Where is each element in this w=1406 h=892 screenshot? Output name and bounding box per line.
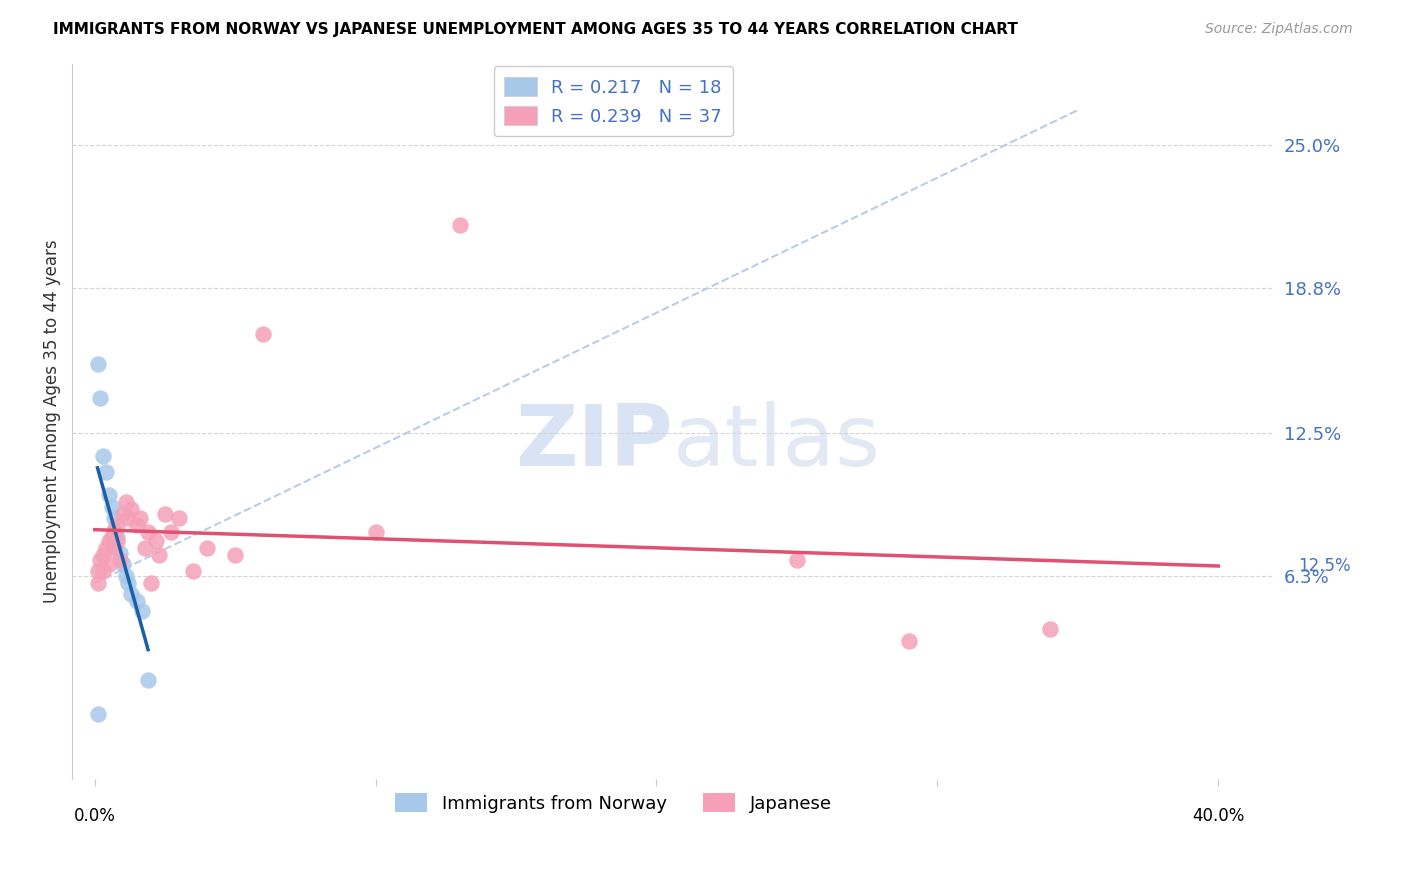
Point <box>94 541 117 556</box>
Point <box>224 548 246 562</box>
Point <box>117 575 139 590</box>
Point <box>86 575 108 590</box>
Point <box>86 357 108 371</box>
Point <box>91 565 114 579</box>
Point <box>136 525 159 540</box>
Text: IMMIGRANTS FROM NORWAY VS JAPANESE UNEMPLOYMENT AMONG AGES 35 TO 44 YEARS CORREL: IMMIGRANTS FROM NORWAY VS JAPANESE UNEMP… <box>53 22 1018 37</box>
Point <box>145 534 167 549</box>
Point <box>159 525 181 540</box>
Point <box>108 546 131 560</box>
Text: 12.5%: 12.5% <box>1299 557 1351 575</box>
Point <box>89 392 111 406</box>
Text: 40.0%: 40.0% <box>1192 806 1244 824</box>
Point <box>181 565 204 579</box>
Legend: Immigrants from Norway, Japanese: Immigrants from Norway, Japanese <box>388 786 839 820</box>
Point <box>108 553 131 567</box>
Point <box>120 587 142 601</box>
Point <box>100 530 122 544</box>
Point <box>449 219 471 233</box>
Point <box>103 523 125 537</box>
Text: ZIP: ZIP <box>516 401 673 484</box>
Point <box>134 541 156 556</box>
Point <box>97 534 120 549</box>
Point <box>86 565 108 579</box>
Point <box>103 525 125 540</box>
Point <box>786 553 808 567</box>
Point <box>195 541 218 556</box>
Y-axis label: Unemployment Among Ages 35 to 44 years: Unemployment Among Ages 35 to 44 years <box>44 240 60 603</box>
Point <box>131 603 153 617</box>
Point <box>100 500 122 514</box>
Point <box>148 548 170 562</box>
Point <box>111 507 134 521</box>
Point <box>120 502 142 516</box>
Point <box>252 326 274 341</box>
Text: atlas: atlas <box>673 401 882 484</box>
Point <box>898 633 921 648</box>
Point <box>114 495 136 509</box>
Point <box>103 511 125 525</box>
Point <box>125 518 148 533</box>
Point <box>128 511 150 525</box>
Point <box>125 594 148 608</box>
Point <box>97 488 120 502</box>
Point <box>136 673 159 687</box>
Text: Source: ZipAtlas.com: Source: ZipAtlas.com <box>1205 22 1353 37</box>
Point <box>103 541 125 556</box>
Point <box>105 518 128 533</box>
Point <box>117 511 139 525</box>
Point <box>111 558 134 572</box>
Point <box>1039 622 1062 636</box>
Point <box>153 507 176 521</box>
Point <box>139 575 162 590</box>
Point <box>364 525 387 540</box>
Point <box>86 707 108 722</box>
Point <box>105 534 128 549</box>
Point <box>167 511 190 525</box>
Text: 0.0%: 0.0% <box>73 806 115 824</box>
Point <box>94 465 117 479</box>
Point <box>97 558 120 572</box>
Point <box>91 548 114 562</box>
Point <box>91 449 114 463</box>
Point <box>89 553 111 567</box>
Point <box>114 569 136 583</box>
Point <box>105 530 128 544</box>
